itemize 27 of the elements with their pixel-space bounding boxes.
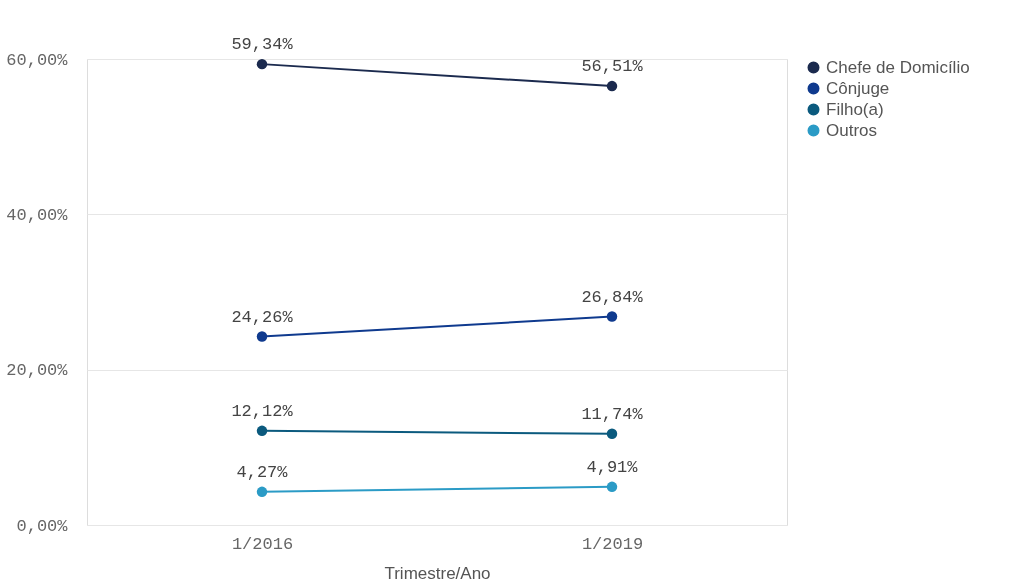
point [606,428,618,440]
point [256,58,268,70]
point [606,481,618,493]
data-label: 59,34% [231,35,294,55]
data-label: 4,27% [236,462,289,482]
x-tick-label: 1/2016 [231,534,294,554]
legend-label: Outros [826,120,878,140]
point [256,425,268,437]
point [606,80,618,92]
y-tick-label: 20,00% [6,361,69,381]
legend-label: Cônjuge [826,78,890,98]
point [256,486,268,498]
data-label: 4,91% [586,457,639,477]
x-tick-label: 1/2019 [581,534,644,554]
legend-label: Chefe de Domicílio [826,57,970,77]
data-label: 26,84% [581,287,644,307]
x-axis-title: Trimestre/Ano [384,563,491,581]
point [606,311,618,322]
y-tick-label: 40,00% [6,205,69,225]
data-label: 12,12% [231,401,294,421]
legend-label: Filho(a) [826,99,884,119]
data-label: 24,26% [231,307,294,327]
y-tick-label: 0,00% [16,516,69,536]
point [256,331,268,342]
y-tick-label: 60,00% [6,50,69,70]
data-label: 11,74% [581,404,644,424]
data-label: 56,51% [581,57,644,77]
